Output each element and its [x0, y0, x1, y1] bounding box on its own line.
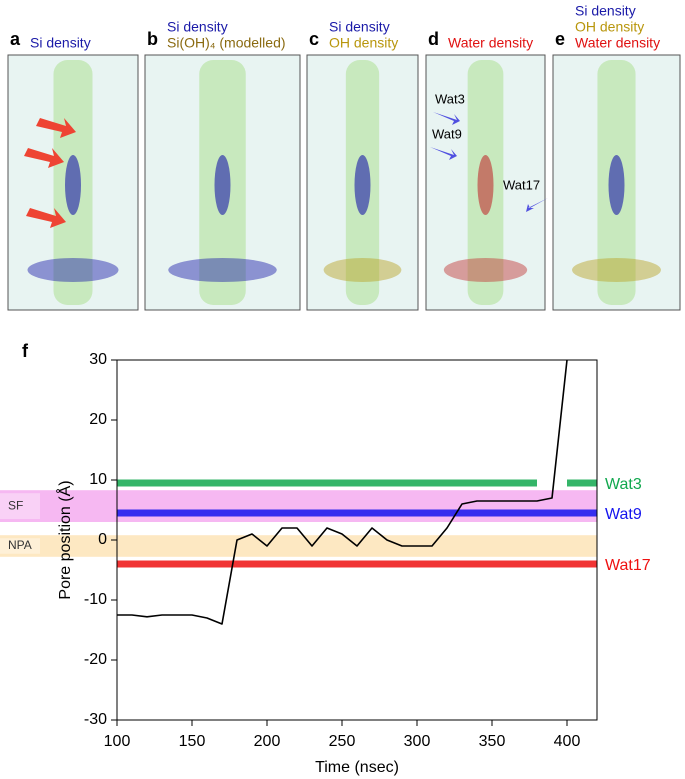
density-blob	[354, 155, 371, 215]
series-label: Wat9	[605, 506, 642, 523]
region-band	[0, 535, 597, 557]
x-tick-label: 200	[254, 733, 281, 750]
arrow	[26, 208, 66, 228]
water-annotation: Wat3	[435, 91, 465, 106]
density-blob	[323, 258, 402, 282]
y-tick-label: 10	[89, 471, 107, 488]
x-tick-label: 400	[554, 733, 581, 750]
arrow	[24, 148, 64, 168]
x-tick-label: 250	[329, 733, 356, 750]
region-label: NPA	[8, 538, 32, 552]
y-tick-label: -20	[84, 651, 107, 668]
si-trace	[117, 359, 568, 625]
water-annotation: Wat9	[432, 126, 462, 141]
panel-label: Si density	[167, 19, 228, 35]
y-axis-label: Pore position (Å)	[55, 480, 74, 599]
region-band	[0, 490, 597, 522]
panel-label: Water density	[575, 35, 660, 51]
density-blob	[477, 155, 494, 215]
x-axis-label: Time (nsec)	[315, 759, 399, 776]
density-blob	[27, 258, 119, 282]
arrow	[526, 198, 548, 212]
x-tick-label: 150	[179, 733, 206, 750]
x-tick-label: 350	[479, 733, 506, 750]
x-tick-label: 300	[404, 733, 431, 750]
region-label: SF	[8, 498, 23, 512]
y-tick-label: 0	[98, 531, 107, 548]
panel-label: OH density	[329, 35, 398, 51]
panel-letter: b	[147, 29, 158, 49]
y-tick-label: -10	[84, 591, 107, 608]
panel-label: Si density	[30, 35, 91, 51]
figure-letter: f	[22, 341, 29, 361]
panel-label: OH density	[575, 19, 644, 35]
y-tick-label: 30	[89, 351, 107, 368]
arrow	[36, 118, 76, 138]
density-blob	[65, 155, 81, 215]
panel-label: Water density	[448, 35, 533, 51]
panel-letter: e	[555, 29, 565, 49]
panel-label: Si(OH)₄ (modelled)	[167, 35, 286, 51]
density-blob	[168, 258, 277, 282]
density-blob	[214, 155, 231, 215]
x-tick-label: 100	[104, 733, 131, 750]
density-blob	[572, 258, 661, 282]
density-blob	[443, 258, 528, 282]
panel-label: Si density	[329, 19, 390, 35]
panel-letter: a	[10, 29, 21, 49]
series-label: Wat17	[605, 557, 651, 574]
panel-label: Si density	[575, 3, 636, 19]
y-tick-label: -30	[84, 711, 107, 728]
panel-letter: d	[428, 29, 439, 49]
water-annotation: Wat17	[503, 177, 540, 192]
region-label-box	[0, 538, 40, 554]
series-label: Wat3	[605, 476, 642, 493]
density-blob	[608, 155, 625, 215]
region-label-box	[0, 493, 40, 519]
y-tick-label: 20	[89, 411, 107, 428]
plot-frame	[116, 359, 598, 721]
panel-letter: c	[309, 29, 319, 49]
